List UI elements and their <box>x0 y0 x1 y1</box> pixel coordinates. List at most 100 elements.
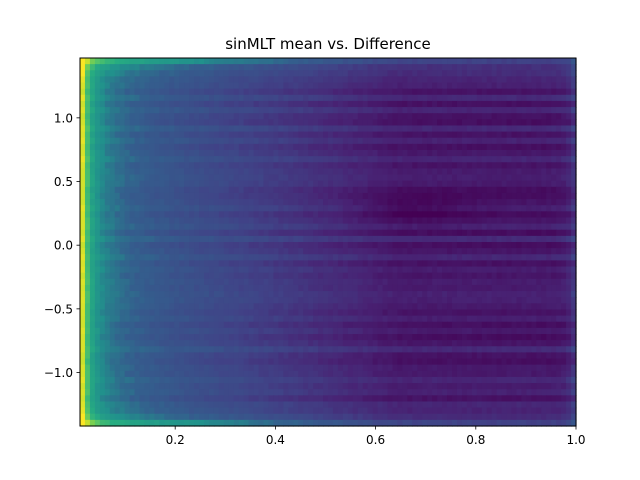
heatmap-cell <box>149 162 155 169</box>
heatmap-cell <box>372 266 379 274</box>
heatmap-cell <box>382 211 389 219</box>
heatmap-cell <box>208 303 215 311</box>
heatmap-cell <box>174 125 180 133</box>
heatmap-cell <box>452 180 458 188</box>
heatmap-cell <box>571 229 577 237</box>
heatmap-cell <box>407 260 413 268</box>
heatmap-cell <box>546 321 552 329</box>
heatmap-cell <box>129 254 136 261</box>
heatmap-cell <box>367 186 374 194</box>
heatmap-cell <box>382 107 389 114</box>
heatmap-cell <box>313 278 319 286</box>
heatmap-cell <box>471 88 478 96</box>
heatmap-cell <box>521 291 527 298</box>
heatmap-cell <box>308 199 314 206</box>
heatmap-cell <box>293 100 299 108</box>
heatmap-cell <box>516 315 523 323</box>
heatmap-cell <box>204 248 210 255</box>
heatmap-cell <box>238 303 245 311</box>
heatmap-cell <box>164 309 170 317</box>
heatmap-cell <box>323 150 329 157</box>
heatmap-cell <box>268 229 275 237</box>
heatmap-cell <box>258 94 265 102</box>
heatmap-cell <box>288 150 294 157</box>
heatmap-cell <box>447 272 453 280</box>
heatmap-cell <box>313 174 319 182</box>
heatmap-cell <box>347 58 354 65</box>
heatmap-cell <box>352 358 359 366</box>
heatmap-cell <box>422 235 428 243</box>
heatmap-cell <box>218 119 225 127</box>
heatmap-cell <box>199 340 205 347</box>
heatmap-cell <box>486 346 493 353</box>
heatmap-cell <box>283 168 289 176</box>
heatmap-cell <box>283 223 289 231</box>
heatmap-cell <box>208 100 215 108</box>
heatmap-cell <box>486 162 493 169</box>
heatmap-cell <box>208 260 215 268</box>
heatmap-cell <box>496 266 503 274</box>
heatmap-cell <box>323 223 329 231</box>
heatmap-cell <box>179 248 185 255</box>
heatmap-cell <box>238 156 245 163</box>
heatmap-cell <box>491 199 498 206</box>
heatmap-cell <box>313 284 319 292</box>
heatmap-cell <box>288 94 294 102</box>
heatmap-cell <box>342 58 349 65</box>
heatmap-cell <box>179 340 185 347</box>
heatmap-cell <box>447 248 453 255</box>
heatmap-cell <box>561 119 567 127</box>
heatmap-cell <box>407 217 413 225</box>
heatmap-cell <box>332 352 339 360</box>
heatmap-cell <box>367 156 374 163</box>
heatmap-cell <box>204 327 210 335</box>
heatmap-cell <box>273 88 279 96</box>
heatmap-cell <box>501 131 508 139</box>
heatmap-cell <box>283 70 289 77</box>
heatmap-cell <box>213 82 220 90</box>
heatmap-cell <box>144 315 151 323</box>
heatmap-cell <box>283 297 289 304</box>
heatmap-cell <box>288 119 294 127</box>
heatmap-cell <box>541 82 547 90</box>
heatmap-cell <box>154 297 160 304</box>
heatmap-cell <box>258 284 265 292</box>
heatmap-cell <box>352 162 359 169</box>
heatmap-cell <box>531 199 537 206</box>
heatmap-cell <box>218 309 225 317</box>
heatmap-cell <box>109 168 116 176</box>
heatmap-cell <box>258 291 265 298</box>
heatmap-cell <box>466 254 473 261</box>
heatmap-cell <box>124 113 131 120</box>
heatmap-cell <box>248 278 255 286</box>
heatmap-cell <box>298 334 304 341</box>
heatmap-cell <box>189 125 195 133</box>
heatmap-cell <box>119 352 126 360</box>
heatmap-cell <box>342 297 349 304</box>
heatmap-cell <box>491 303 498 311</box>
heatmap-cell <box>293 119 299 127</box>
heatmap-cell <box>481 272 488 280</box>
heatmap-cell <box>288 174 294 182</box>
heatmap-cell <box>189 217 195 225</box>
heatmap-cell <box>313 309 319 317</box>
heatmap-cell <box>328 156 334 163</box>
heatmap-cell <box>442 309 448 317</box>
heatmap-cell <box>258 186 265 194</box>
heatmap-cell <box>571 211 577 219</box>
heatmap-cell <box>521 346 527 353</box>
heatmap-cell <box>501 113 508 120</box>
heatmap-cell <box>476 180 483 188</box>
heatmap-cell <box>94 82 101 90</box>
heatmap-cell <box>184 303 190 311</box>
heatmap-cell <box>208 327 215 335</box>
heatmap-cell <box>387 346 394 353</box>
heatmap-cell <box>466 88 473 96</box>
heatmap-cell <box>367 150 374 157</box>
heatmap-cell <box>124 82 131 90</box>
heatmap-cell <box>293 309 299 317</box>
heatmap-cell <box>466 137 473 145</box>
heatmap-cell <box>99 340 106 347</box>
heatmap-cell <box>303 186 309 194</box>
heatmap-cell <box>204 242 210 249</box>
